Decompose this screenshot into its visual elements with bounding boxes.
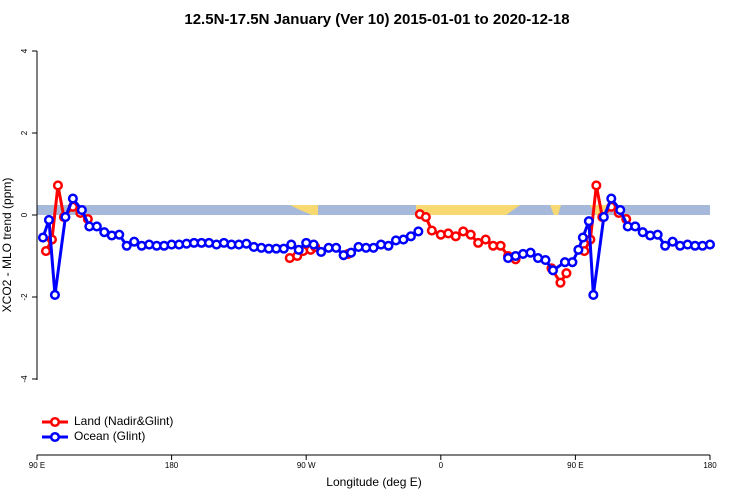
x-tick-label: 90 E <box>29 461 45 470</box>
x-tick-label: 180 <box>165 461 179 470</box>
series-marker <box>40 246 52 257</box>
series-marker <box>547 265 559 276</box>
y-tick-label: -4 <box>20 375 29 383</box>
series-marker <box>52 180 63 191</box>
series-marker <box>615 205 626 216</box>
series-marker <box>567 257 578 268</box>
legend-label: Ocean (Glint) <box>74 429 145 443</box>
series-marker <box>316 246 327 257</box>
series-marker <box>495 240 506 251</box>
series-marker <box>450 231 461 242</box>
series-marker <box>588 289 599 301</box>
series-marker <box>278 243 289 254</box>
series-marker <box>577 232 588 243</box>
land-patch <box>416 205 520 215</box>
series-marker <box>331 242 342 253</box>
y-tick-label: 0 <box>20 212 29 217</box>
series-marker <box>667 236 678 247</box>
series-marker <box>413 226 424 237</box>
series-marker <box>91 221 102 232</box>
land-patch <box>550 205 561 215</box>
series-marker <box>383 240 394 251</box>
series-marker <box>591 180 602 191</box>
series-marker <box>704 239 716 250</box>
x-tick-label: 90 W <box>297 461 316 470</box>
land-patch <box>290 205 318 215</box>
legend-marker <box>49 416 61 428</box>
series-marker <box>114 229 125 240</box>
series-marker <box>37 232 49 243</box>
series-marker <box>293 244 304 255</box>
series-marker <box>308 239 319 250</box>
series-marker <box>121 240 132 251</box>
series-marker <box>346 247 357 258</box>
y-tick-label: -2 <box>20 293 29 301</box>
x-tick-label: 0 <box>439 461 444 470</box>
x-axis-label: Longitude (deg E) <box>326 475 421 489</box>
x-tick-label: 90 E <box>567 461 583 470</box>
y-tick-label: 4 <box>20 48 29 53</box>
series-marker <box>583 216 594 227</box>
series-marker <box>660 240 671 251</box>
series-marker <box>67 193 78 204</box>
ocean-strip <box>37 205 710 215</box>
series-marker <box>555 277 566 288</box>
series-marker <box>426 225 437 236</box>
series-marker <box>420 212 431 223</box>
series-marker <box>43 214 55 225</box>
series-marker <box>540 255 551 266</box>
series-marker <box>606 193 617 204</box>
series-marker <box>561 268 572 279</box>
y-axis-label: XCO2 - MLO trend (ppm) <box>0 178 14 313</box>
series-marker <box>129 236 140 247</box>
series-marker <box>405 231 416 242</box>
legend-label: Land (Nadir&Glint) <box>74 414 173 428</box>
series-marker <box>76 205 87 216</box>
series-marker <box>49 289 60 301</box>
chart-title: 12.5N-17.5N January (Ver 10) 2015-01-01 … <box>184 11 569 28</box>
x-tick-label: 180 <box>703 461 717 470</box>
series-marker <box>573 244 584 255</box>
series-marker <box>598 212 609 223</box>
series-marker <box>630 221 641 232</box>
series-marker <box>480 234 491 245</box>
legend-marker <box>49 431 61 443</box>
series-marker <box>525 247 536 258</box>
series-marker <box>286 239 297 250</box>
y-tick-label: 2 <box>20 130 29 135</box>
series-marker <box>60 212 71 223</box>
series-marker <box>465 229 476 240</box>
series-marker <box>652 229 663 240</box>
